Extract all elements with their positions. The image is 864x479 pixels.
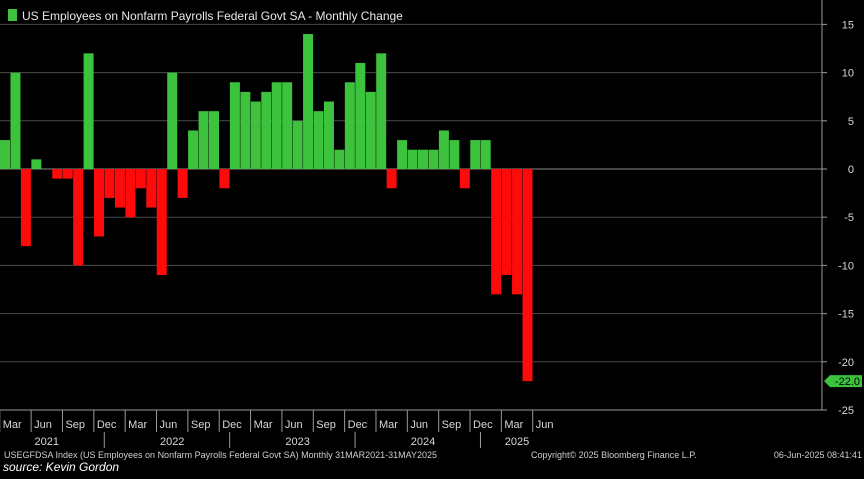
x-axis: Mar Jun Sep Dec Mar Jun Sep Dec Mar Jun Sep Dec Mar J… xyxy=(0,409,822,448)
bar xyxy=(198,111,209,169)
x-tick-label: Jun xyxy=(285,419,303,431)
x-tick-label: Mar xyxy=(254,419,273,431)
bar xyxy=(104,169,115,198)
bar xyxy=(344,82,355,169)
bar xyxy=(334,149,345,169)
bar xyxy=(135,169,146,189)
bar xyxy=(418,149,428,169)
bar xyxy=(0,140,10,169)
x-tick-label: Dec xyxy=(348,419,368,431)
bar xyxy=(355,62,366,169)
bar xyxy=(282,82,293,169)
bar xyxy=(501,169,512,276)
chart-title: US Employees on Nonfarm Payrolls Federal… xyxy=(22,9,403,23)
y-tick-label: 0 xyxy=(848,164,854,176)
source-credit: source: Kevin Gordon xyxy=(3,460,119,474)
bar xyxy=(156,169,167,276)
legend-swatch xyxy=(8,9,17,21)
bar xyxy=(10,72,21,169)
year-label: 2021 xyxy=(35,436,59,448)
y-tick-label: 10 xyxy=(842,68,854,80)
x-tick-label: Jun xyxy=(410,419,428,431)
bar xyxy=(365,91,376,169)
bar xyxy=(407,149,418,169)
bar xyxy=(470,140,481,169)
x-tick-label: Dec xyxy=(97,419,117,431)
bar xyxy=(177,169,188,198)
y-tick-label: -20 xyxy=(838,357,854,369)
footer-timestamp: 06-Jun-2025 08:41:41 xyxy=(774,450,862,460)
x-tick-label: Sep xyxy=(191,419,211,431)
bar xyxy=(240,91,251,169)
footer-index-desc: USEGFDSA Index (US Employees on Nonfarm … xyxy=(4,450,437,460)
bar xyxy=(512,169,523,295)
last-value-label: -22.0 xyxy=(835,376,860,388)
x-tick-label: Mar xyxy=(379,419,398,431)
y-tick-label: -25 xyxy=(838,405,854,417)
last-value-tag xyxy=(824,375,862,388)
year-label: 2024 xyxy=(411,436,435,448)
y-tick-label: 15 xyxy=(842,19,854,31)
bar xyxy=(52,169,63,179)
bar xyxy=(313,111,324,169)
year-label: 2022 xyxy=(160,436,184,448)
bar xyxy=(491,169,502,295)
bar xyxy=(438,130,449,169)
x-tick-label: Jun xyxy=(536,419,554,431)
x-tick-label: Mar xyxy=(3,419,22,431)
x-tick-label: Sep xyxy=(65,419,85,431)
bar xyxy=(94,169,105,237)
y-tick-label: -5 xyxy=(844,212,854,224)
bar xyxy=(62,169,73,179)
bar xyxy=(303,34,314,169)
x-tick-label: Mar xyxy=(504,419,523,431)
year-label: 2023 xyxy=(285,436,309,448)
x-tick-label: Jun xyxy=(34,419,52,431)
bar xyxy=(376,53,387,169)
y-tick-label: 5 xyxy=(848,116,854,128)
bar xyxy=(522,169,533,382)
bar xyxy=(261,91,272,169)
y-tick-label: -15 xyxy=(838,309,854,321)
bar xyxy=(397,140,408,169)
bar xyxy=(480,140,491,169)
last-value-marker: -22.0 xyxy=(824,375,862,388)
bar xyxy=(219,169,230,189)
bar xyxy=(114,169,125,208)
y-axis-right: -25 -20 -15 -10 -5 0 5 10 15 xyxy=(821,0,854,417)
bar xyxy=(292,120,303,169)
bar xyxy=(449,140,460,169)
x-tick-label: Sep xyxy=(316,419,336,431)
bar xyxy=(250,101,261,169)
bar xyxy=(83,53,94,169)
bar xyxy=(459,169,470,189)
x-tick-label: Dec xyxy=(222,419,242,431)
x-tick-label: Sep xyxy=(442,419,462,431)
x-tick-label: Dec xyxy=(473,419,493,431)
year-label: 2025 xyxy=(505,436,529,448)
y-tick-label: -10 xyxy=(838,260,854,272)
bar xyxy=(271,82,282,169)
bars xyxy=(0,34,533,382)
bar xyxy=(323,101,334,169)
bar xyxy=(31,159,42,169)
bar xyxy=(146,169,157,208)
bar xyxy=(428,149,439,169)
footer-copyright: Copyright© 2025 Bloomberg Finance L.P. xyxy=(531,450,697,460)
bar xyxy=(209,111,219,169)
bar xyxy=(20,169,31,247)
bar xyxy=(73,169,84,266)
bar xyxy=(125,169,136,218)
bar xyxy=(386,169,397,189)
bar xyxy=(188,130,199,169)
x-tick-label: Mar xyxy=(128,419,147,431)
x-tick-label: Jun xyxy=(160,419,178,431)
bar xyxy=(229,82,240,169)
bar xyxy=(167,72,178,169)
